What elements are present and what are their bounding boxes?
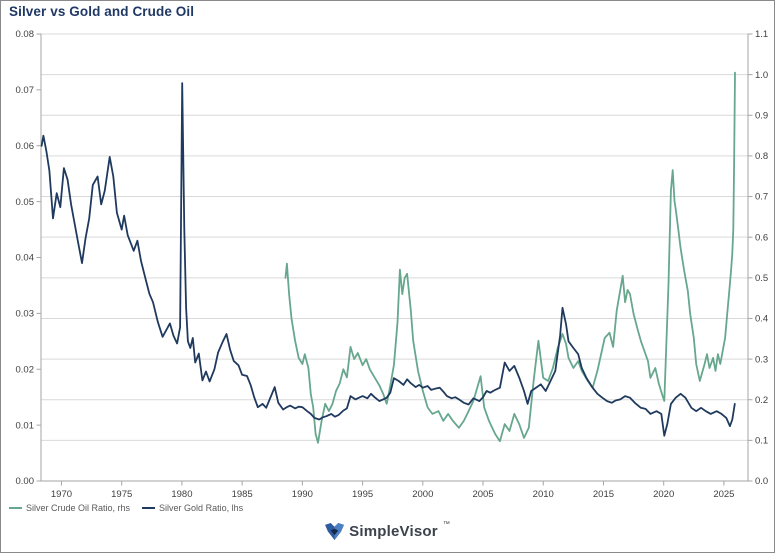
- svg-text:1975: 1975: [111, 489, 132, 500]
- svg-text:0.8: 0.8: [755, 151, 768, 162]
- svg-text:0.5: 0.5: [755, 273, 768, 284]
- svg-text:2000: 2000: [412, 489, 433, 500]
- svg-text:0.08: 0.08: [16, 29, 35, 40]
- svg-text:0.3: 0.3: [755, 354, 768, 365]
- svg-text:2005: 2005: [472, 489, 493, 500]
- svg-text:1980: 1980: [171, 489, 192, 500]
- svg-text:0.00: 0.00: [16, 476, 35, 487]
- svg-text:0.07: 0.07: [16, 85, 35, 96]
- legend-swatch-navy-icon: [142, 506, 156, 510]
- simplevisor-watermark: SimpleVisor ™: [1, 519, 774, 543]
- chart-title: Silver vs Gold and Crude Oil: [9, 4, 195, 19]
- svg-text:2020: 2020: [653, 489, 674, 500]
- svg-text:0.2: 0.2: [755, 395, 768, 406]
- svg-text:0.0: 0.0: [755, 476, 768, 487]
- svg-text:1.0: 1.0: [755, 70, 768, 81]
- svg-text:0.03: 0.03: [16, 309, 35, 320]
- legend-item-silver-gold: Silver Gold Ratio, lhs: [142, 503, 243, 513]
- watermark-trademark-symbol: ™: [442, 521, 450, 528]
- watermark-brand-text: SimpleVisor: [349, 522, 438, 540]
- simplevisor-bull-logo-icon: [325, 522, 345, 540]
- svg-text:2015: 2015: [593, 489, 614, 500]
- legend-item-silver-crude-oil: Silver Crude Oil Ratio, rhs: [9, 503, 130, 513]
- svg-text:0.6: 0.6: [755, 232, 768, 243]
- legend-label: Silver Gold Ratio, lhs: [159, 503, 244, 513]
- svg-text:0.01: 0.01: [16, 420, 35, 431]
- svg-text:0.7: 0.7: [755, 192, 768, 203]
- svg-text:1.1: 1.1: [755, 29, 768, 40]
- legend-swatch-green-icon: [9, 506, 22, 510]
- svg-text:0.02: 0.02: [16, 364, 35, 375]
- legend: Silver Crude Oil Ratio, rhs Silver Gold …: [9, 503, 243, 513]
- svg-text:0.05: 0.05: [16, 197, 35, 208]
- svg-text:0.04: 0.04: [16, 253, 35, 264]
- svg-text:1995: 1995: [352, 489, 373, 500]
- svg-text:0.9: 0.9: [755, 110, 768, 121]
- svg-text:1970: 1970: [51, 489, 72, 500]
- legend-label: Silver Crude Oil Ratio, rhs: [26, 503, 131, 513]
- svg-text:2010: 2010: [533, 489, 554, 500]
- svg-text:0.06: 0.06: [16, 141, 35, 152]
- svg-text:1985: 1985: [232, 489, 253, 500]
- svg-text:0.4: 0.4: [755, 314, 768, 325]
- svg-text:0.1: 0.1: [755, 436, 768, 447]
- svg-text:1990: 1990: [292, 489, 313, 500]
- svg-text:2025: 2025: [713, 489, 734, 500]
